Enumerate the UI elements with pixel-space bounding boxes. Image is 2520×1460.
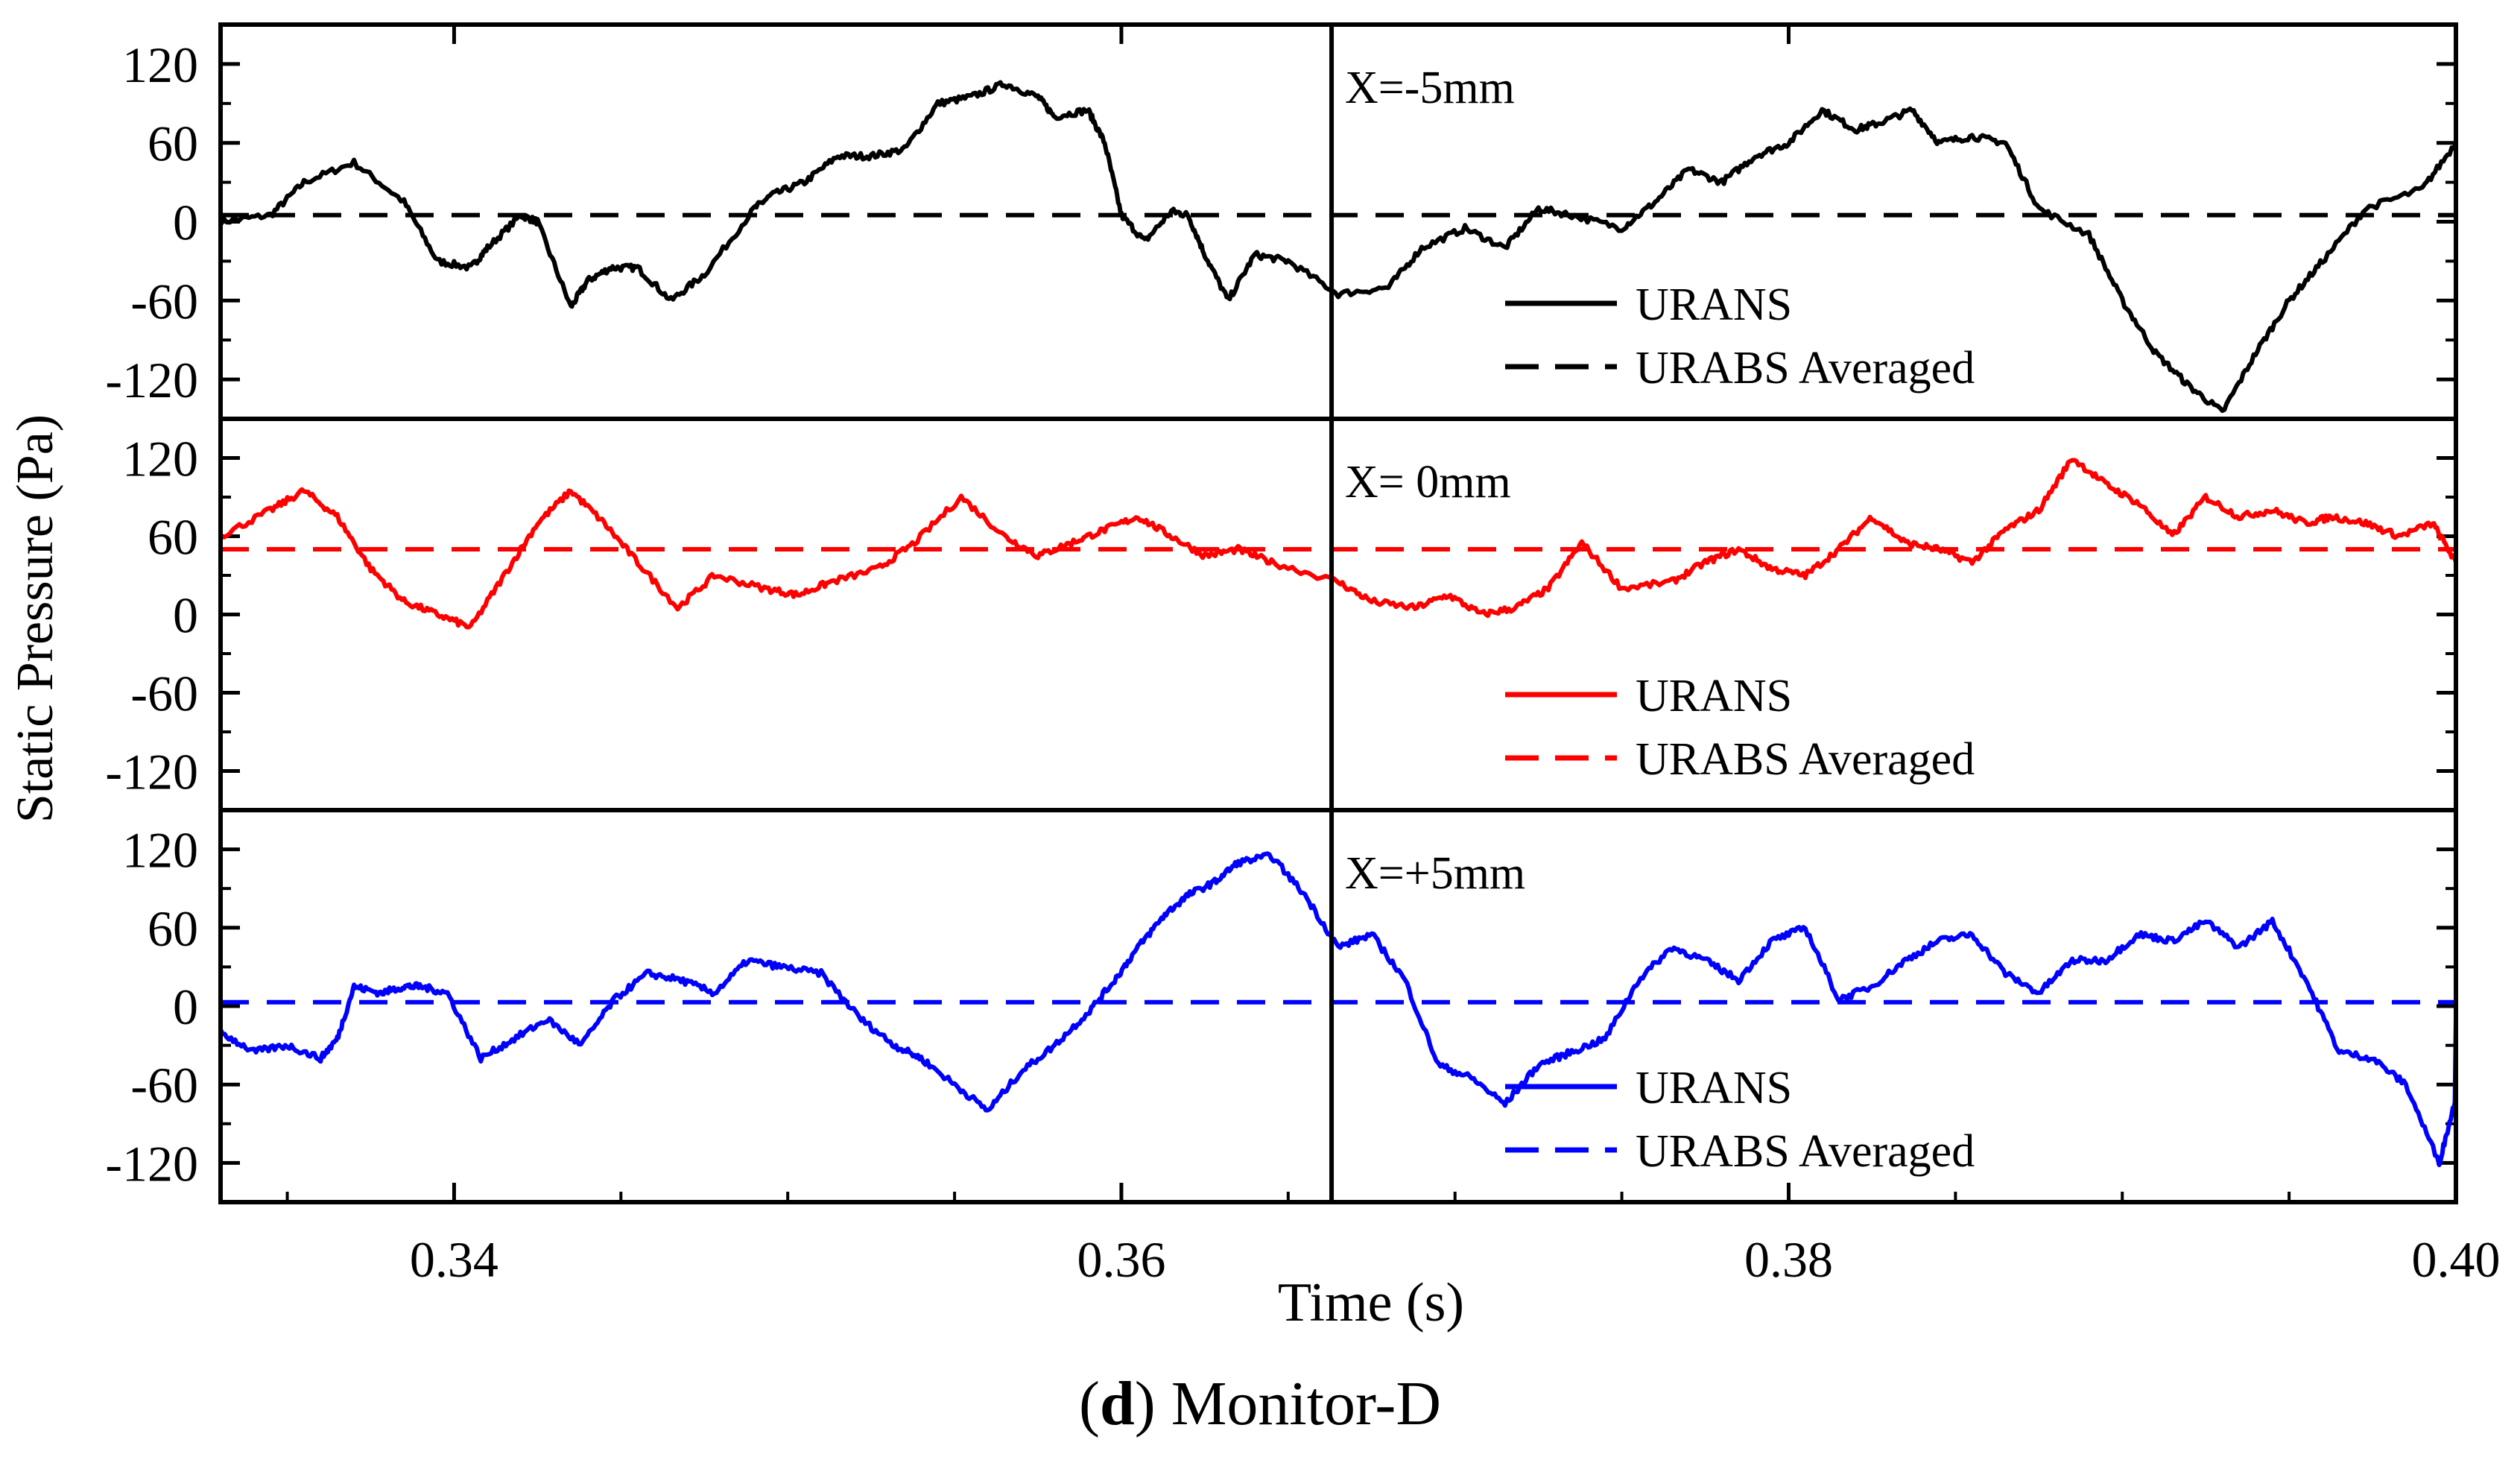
panel-frame	[218, 417, 2458, 812]
y-tick-label: 60	[148, 509, 198, 566]
y-tick-label: -60	[130, 1057, 198, 1113]
x-tick-label: 0.38	[1744, 1231, 1833, 1288]
y-tick-label: 0	[173, 195, 198, 251]
panel-2: 120 60 0 -60 -120 X= 0mm URANS URABS Averaged	[105, 417, 2458, 812]
caption-text: ) Monitor-D	[1134, 1369, 1441, 1438]
y-tick-label: 120	[122, 822, 198, 879]
legend-label-urans: URANS	[1636, 671, 1792, 721]
legend-label-urans: URANS	[1636, 279, 1792, 330]
y-tick-label: 0	[173, 587, 198, 644]
urans-line	[218, 80, 2458, 414]
panel-frame	[218, 22, 2458, 421]
y-tick-label: 120	[122, 431, 198, 487]
y-tick-label: 60	[148, 116, 198, 172]
panel-1: 120 60 0 -60 -120 X=-5mm URANS URABS Averaged	[105, 23, 2458, 420]
y-tick-label: -60	[130, 666, 198, 722]
case-annotation: X=+5mm	[1345, 848, 1525, 899]
legend-label-averaged: URABS Averaged	[1636, 734, 1975, 785]
caption-label: d	[1100, 1369, 1135, 1438]
panel-3: 120 60 0 -60 -120 X=+5mm URANS URABS Averaged	[105, 809, 2458, 1204]
x-tick-label: 0.34	[410, 1231, 498, 1288]
y-tick-label: 0	[173, 979, 198, 1035]
y-tick-label: -120	[105, 352, 198, 408]
caption-open-paren: (	[1079, 1369, 1100, 1438]
y-tick-label: -120	[105, 1135, 198, 1192]
frames-layer: 0.34 0.36 0.38 0.40	[218, 22, 2501, 1288]
urans-line	[218, 851, 2458, 1168]
urans-line	[220, 458, 2458, 630]
figure-caption: (d) Monitor-D	[0, 1368, 2520, 1440]
x-tick-label: 0.36	[1077, 1231, 1165, 1288]
panel-frame	[218, 808, 2458, 1204]
y-axis-label: Static Pressure (Pa)	[7, 414, 64, 823]
y-tick-label: -60	[130, 273, 198, 329]
x-tick-label: 0.40	[2412, 1231, 2501, 1288]
legend-label-urans: URANS	[1636, 1063, 1792, 1113]
y-tick-label: -120	[105, 744, 198, 800]
x-axis-label: Time (s)	[1278, 1272, 1464, 1333]
y-tick-label: 60	[148, 900, 198, 957]
y-tick-label: 120	[122, 37, 198, 93]
case-annotation: X= 0mm	[1345, 457, 1511, 508]
legend-label-averaged: URABS Averaged	[1636, 343, 1975, 394]
case-annotation: X=-5mm	[1345, 63, 1515, 113]
legend-label-averaged: URABS Averaged	[1636, 1126, 1975, 1177]
